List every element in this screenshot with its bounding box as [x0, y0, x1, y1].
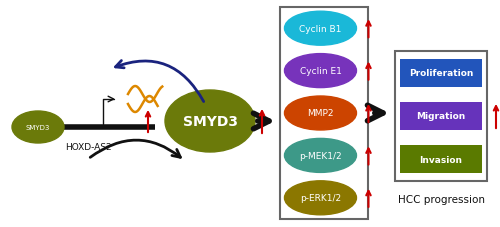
Text: HOXD-AS2: HOXD-AS2 [64, 143, 112, 152]
FancyBboxPatch shape [400, 59, 482, 87]
Ellipse shape [12, 111, 64, 143]
Text: Invasion: Invasion [420, 155, 463, 164]
Text: Proliferation: Proliferation [409, 69, 473, 78]
Text: Cyclin B1: Cyclin B1 [300, 25, 342, 34]
Text: SMYD3: SMYD3 [182, 114, 238, 128]
FancyBboxPatch shape [395, 52, 487, 181]
Ellipse shape [284, 12, 356, 46]
FancyArrowPatch shape [90, 141, 180, 158]
Text: HCC progression: HCC progression [398, 194, 484, 204]
Ellipse shape [284, 181, 356, 215]
Text: Cyclin E1: Cyclin E1 [300, 67, 342, 76]
Ellipse shape [165, 91, 255, 152]
Text: p-ERK1/2: p-ERK1/2 [300, 193, 341, 202]
Ellipse shape [284, 54, 356, 88]
Text: MMP2: MMP2 [307, 109, 334, 118]
Text: p-MEK1/2: p-MEK1/2 [299, 151, 342, 160]
FancyBboxPatch shape [400, 146, 482, 174]
Text: Migration: Migration [416, 112, 466, 121]
Ellipse shape [284, 96, 356, 131]
FancyBboxPatch shape [280, 8, 368, 219]
Text: SMYD3: SMYD3 [26, 124, 50, 131]
FancyArrowPatch shape [116, 61, 204, 102]
Ellipse shape [284, 139, 356, 173]
FancyBboxPatch shape [400, 103, 482, 131]
